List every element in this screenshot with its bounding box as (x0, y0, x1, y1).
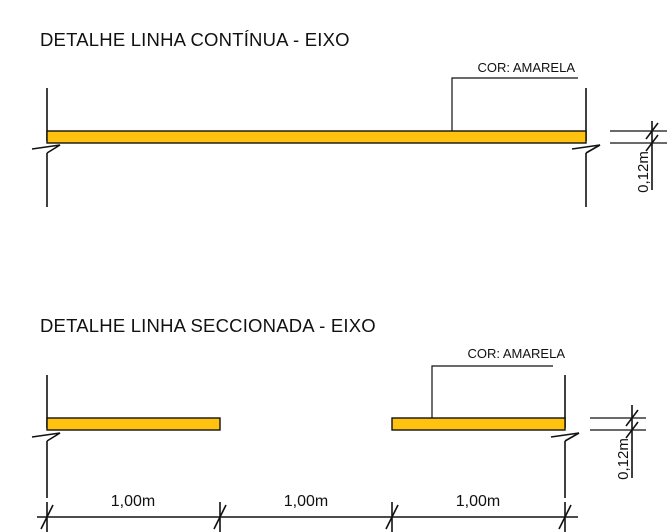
segment-length-label-1: 1,00m (111, 493, 155, 510)
dashed-right-break-line (550, 375, 580, 498)
segment-length-label-2: 1,00m (284, 493, 328, 510)
continuous-right-break-line (571, 88, 601, 207)
continuous-callout-leader (451, 77, 578, 131)
continuous-width-dimension (610, 121, 667, 190)
dashed-callout-leader (431, 365, 553, 418)
dashed-length-dimension-chain (37, 502, 578, 532)
dashed-width-label: 0,12m (615, 438, 632, 480)
continuous-width-label: 0,12m (635, 151, 652, 193)
dashed-left-break-line (31, 375, 61, 498)
continuous-detail-title: DETALHE LINHA CONTÍNUA - EIXO (40, 29, 350, 50)
continuous-callout-text: COR: AMARELA (477, 60, 575, 75)
continuous-left-break-line (31, 88, 61, 207)
dashed-callout-text: COR: AMARELA (467, 346, 565, 361)
dashed-detail-title: DETALHE LINHA SECCIONADA - EIXO (40, 315, 376, 336)
dashed-yellow-segment-2 (391, 417, 566, 431)
dashed-yellow-segment-1 (46, 417, 221, 431)
continuous-yellow-stripe (46, 130, 587, 144)
dashed-width-dimension (590, 405, 646, 478)
segment-length-label-3: 1,00m (456, 493, 500, 510)
